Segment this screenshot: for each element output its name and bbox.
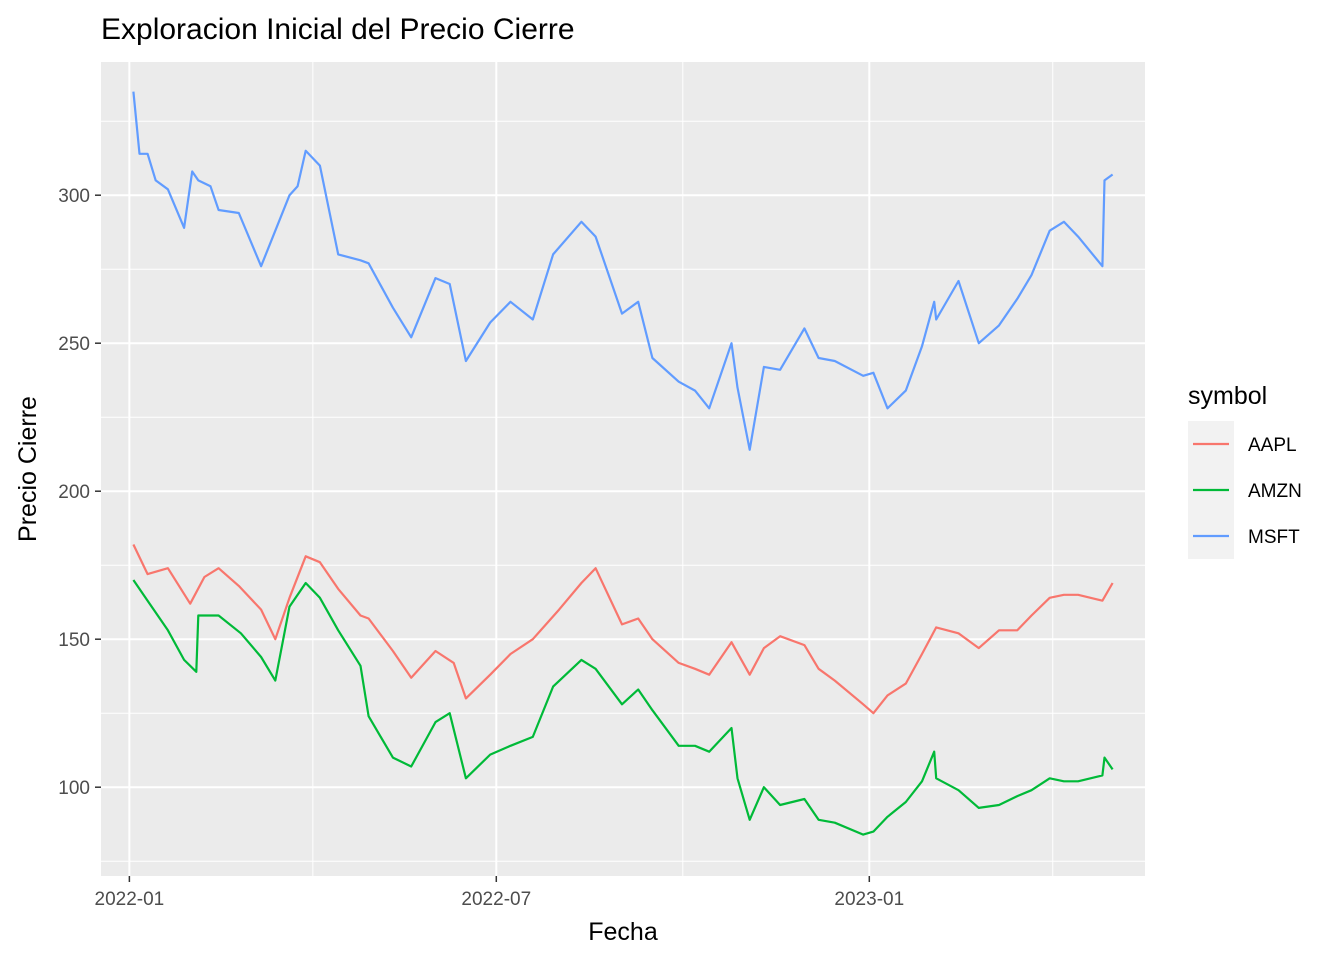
x-tick-label: 2023-01 (834, 889, 904, 910)
y-axis-title: Precio Cierre (14, 396, 42, 542)
legend-keys: AAPL AMZN MSFT (1188, 421, 1302, 559)
legend-label: MSFT (1248, 527, 1300, 548)
legend: symbol AAPL AMZN MSFT (1188, 382, 1302, 559)
y-tick-label: 200 (58, 482, 90, 503)
x-axis-title: Fecha (588, 918, 658, 946)
chart-title: Exploracion Inicial del Precio Cierre (101, 13, 575, 46)
y-axis: 100 150 200 250 300 (58, 186, 101, 799)
plot-panel (101, 62, 1145, 876)
y-tick-label: 150 (58, 630, 90, 651)
legend-title: symbol (1188, 382, 1267, 410)
x-tick-label: 2022-07 (461, 889, 531, 910)
x-axis: 2022-01 2022-07 2023-01 (95, 876, 904, 910)
series-line-amzn (132, 579, 1114, 836)
x-tick-label: 2022-01 (95, 889, 165, 910)
series-line-aapl (132, 544, 1114, 715)
y-tick-label: 300 (58, 186, 90, 207)
series-line-msft (132, 91, 1114, 451)
y-tick-label: 250 (58, 334, 90, 355)
legend-label: AMZN (1248, 481, 1302, 502)
y-tick-label: 100 (58, 778, 90, 799)
grid-minor (101, 62, 1145, 876)
series-lines (132, 91, 1114, 836)
legend-label: AAPL (1248, 435, 1297, 456)
